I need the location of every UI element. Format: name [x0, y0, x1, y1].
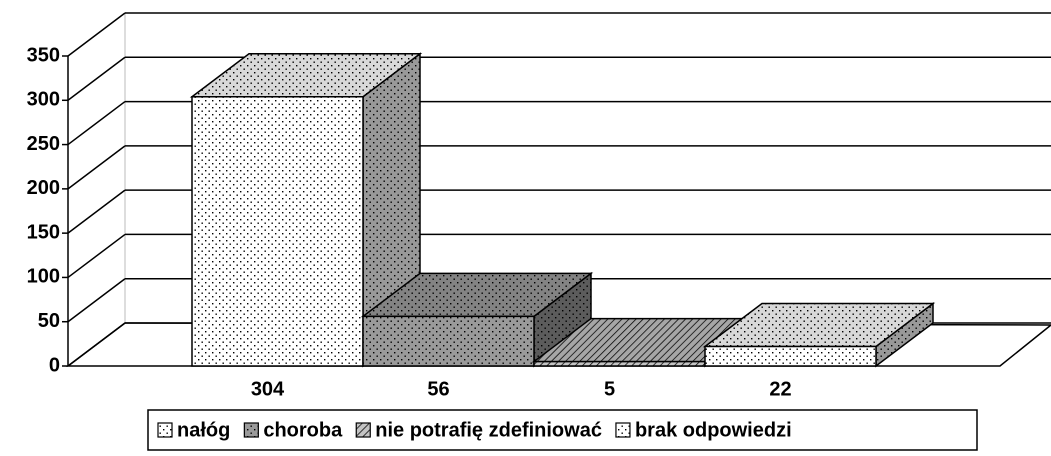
- legend-box: [147, 409, 978, 451]
- legend-swatch-pattern: [158, 423, 172, 437]
- bar-pattern: [191, 95, 364, 367]
- y-tick-label: 350: [27, 44, 60, 66]
- legend-label: nie potrafię zdefiniować: [375, 419, 602, 441]
- grid-line: [67, 278, 126, 323]
- grid-line: [67, 145, 126, 190]
- data-label: 304: [251, 378, 285, 400]
- y-tick-label: 150: [27, 221, 60, 243]
- grid-line: [67, 12, 126, 57]
- y-tick-label: 100: [27, 266, 60, 288]
- legend-label: brak odpowiedzi: [635, 419, 792, 441]
- bar-pattern: [533, 360, 706, 367]
- data-label: 22: [769, 378, 791, 400]
- grid-line: [67, 189, 126, 234]
- bar-pattern: [362, 315, 535, 367]
- y-tick-label: 0: [49, 354, 60, 376]
- y-tick-label: 250: [27, 133, 60, 155]
- grid-line: [67, 56, 126, 101]
- grid-line: [67, 322, 126, 367]
- legend-swatch-pattern: [356, 423, 371, 437]
- data-label: 56: [427, 378, 449, 400]
- y-tick-label: 200: [27, 177, 60, 199]
- grid-line: [67, 100, 126, 146]
- legend-swatch-pattern: [244, 423, 259, 437]
- legend-label: nałóg: [177, 419, 230, 441]
- legend-swatch-pattern: [615, 423, 630, 437]
- y-tick-label: 50: [38, 310, 60, 332]
- y-tick-label: 300: [27, 89, 60, 111]
- side-wall: [67, 11, 126, 368]
- grid-line: [67, 233, 126, 279]
- bar-pattern: [704, 345, 877, 367]
- data-label: 5: [604, 378, 615, 400]
- legend-label: choroba: [263, 419, 343, 441]
